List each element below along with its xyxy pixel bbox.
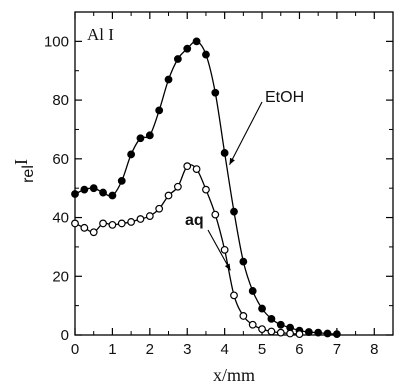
y-tick-label: 40 [52,210,69,227]
data-point-aq [145,212,154,220]
data-point-aq [248,320,257,329]
data-point-aq [295,330,304,339]
y-tick-label: 60 [52,151,69,168]
data-point-etoh [239,257,248,266]
data-point-etoh [155,106,164,115]
y-axis-title: I [11,159,31,165]
data-point-aq [117,219,126,228]
data-point-etoh [314,328,323,337]
data-point-aq [108,220,117,229]
data-point-etoh [202,50,210,59]
arrow-etoh [229,101,263,165]
data-point-etoh [267,314,276,323]
x-tick-label: 1 [108,341,116,358]
x-axis-title: x/mm [213,365,255,385]
data-point-etoh [108,191,117,200]
data-point-etoh [145,131,154,140]
data-point-etoh [99,188,107,197]
x-tick-label: 5 [258,341,266,358]
x-tick-label: 8 [370,341,378,358]
plot-frame [74,11,394,336]
data-point-etoh [192,37,201,46]
data-point-aq [136,215,145,223]
data-point-etoh [173,55,182,63]
annotation-aq: aq [185,212,204,229]
data-point-etoh [89,184,98,193]
y-axis-title-subscript: rel [20,165,37,183]
data-point-etoh [183,44,192,53]
data-point-aq [192,165,201,173]
data-point-aq [99,219,107,228]
data-point-aq [80,223,89,232]
data-point-aq [258,325,266,334]
x-tick-label: 7 [333,341,341,358]
data-point-aq [89,228,98,237]
data-point-aq [164,191,173,200]
data-point-etoh [230,207,238,216]
data-point-etoh [248,287,257,295]
data-point-etoh [323,329,332,338]
data-point-aq [183,162,192,171]
data-point-aq [267,327,276,336]
data-point-etoh [258,304,266,313]
x-tick-label: 6 [295,341,303,358]
data-point-etoh [332,330,341,339]
data-point-etoh [136,134,145,143]
arrow-aq [207,229,231,271]
annotation-etoh: EtOH [265,89,304,106]
data-point-etoh [220,149,229,157]
series-points [71,37,341,339]
data-point-etoh [127,150,136,159]
panel-label: Al I [87,25,114,44]
data-point-aq [276,328,285,337]
y-tick-label: 80 [52,92,69,109]
x-tick-label: 4 [220,341,228,358]
x-tick-label: 2 [146,341,154,358]
data-point-aq [202,185,210,194]
data-point-etoh [211,88,220,97]
data-point-aq [220,245,229,254]
y-tick-label: 0 [61,327,69,344]
data-point-etoh [304,328,313,336]
data-point-etoh [71,190,79,198]
x-tick-label: 0 [71,341,79,358]
data-point-aq [286,329,295,338]
data-point-aq [211,210,220,219]
data-point-etoh [164,75,173,84]
x-tick-label: 3 [183,341,191,358]
arrow-etoh-head [229,157,235,165]
data-point-aq [173,182,182,191]
data-point-aq [155,204,164,213]
annotation-arrows [207,101,263,271]
arrow-aq-head [224,263,231,271]
data-point-etoh [80,185,89,194]
data-point-aq [127,218,136,226]
y-tick-label: 100 [44,33,69,50]
y-tick-label: 20 [52,268,69,285]
data-point-etoh [117,176,126,185]
data-point-aq [239,312,248,320]
data-point-aq [230,291,238,300]
data-point-aq [71,219,79,228]
data-point-etoh [276,320,285,329]
